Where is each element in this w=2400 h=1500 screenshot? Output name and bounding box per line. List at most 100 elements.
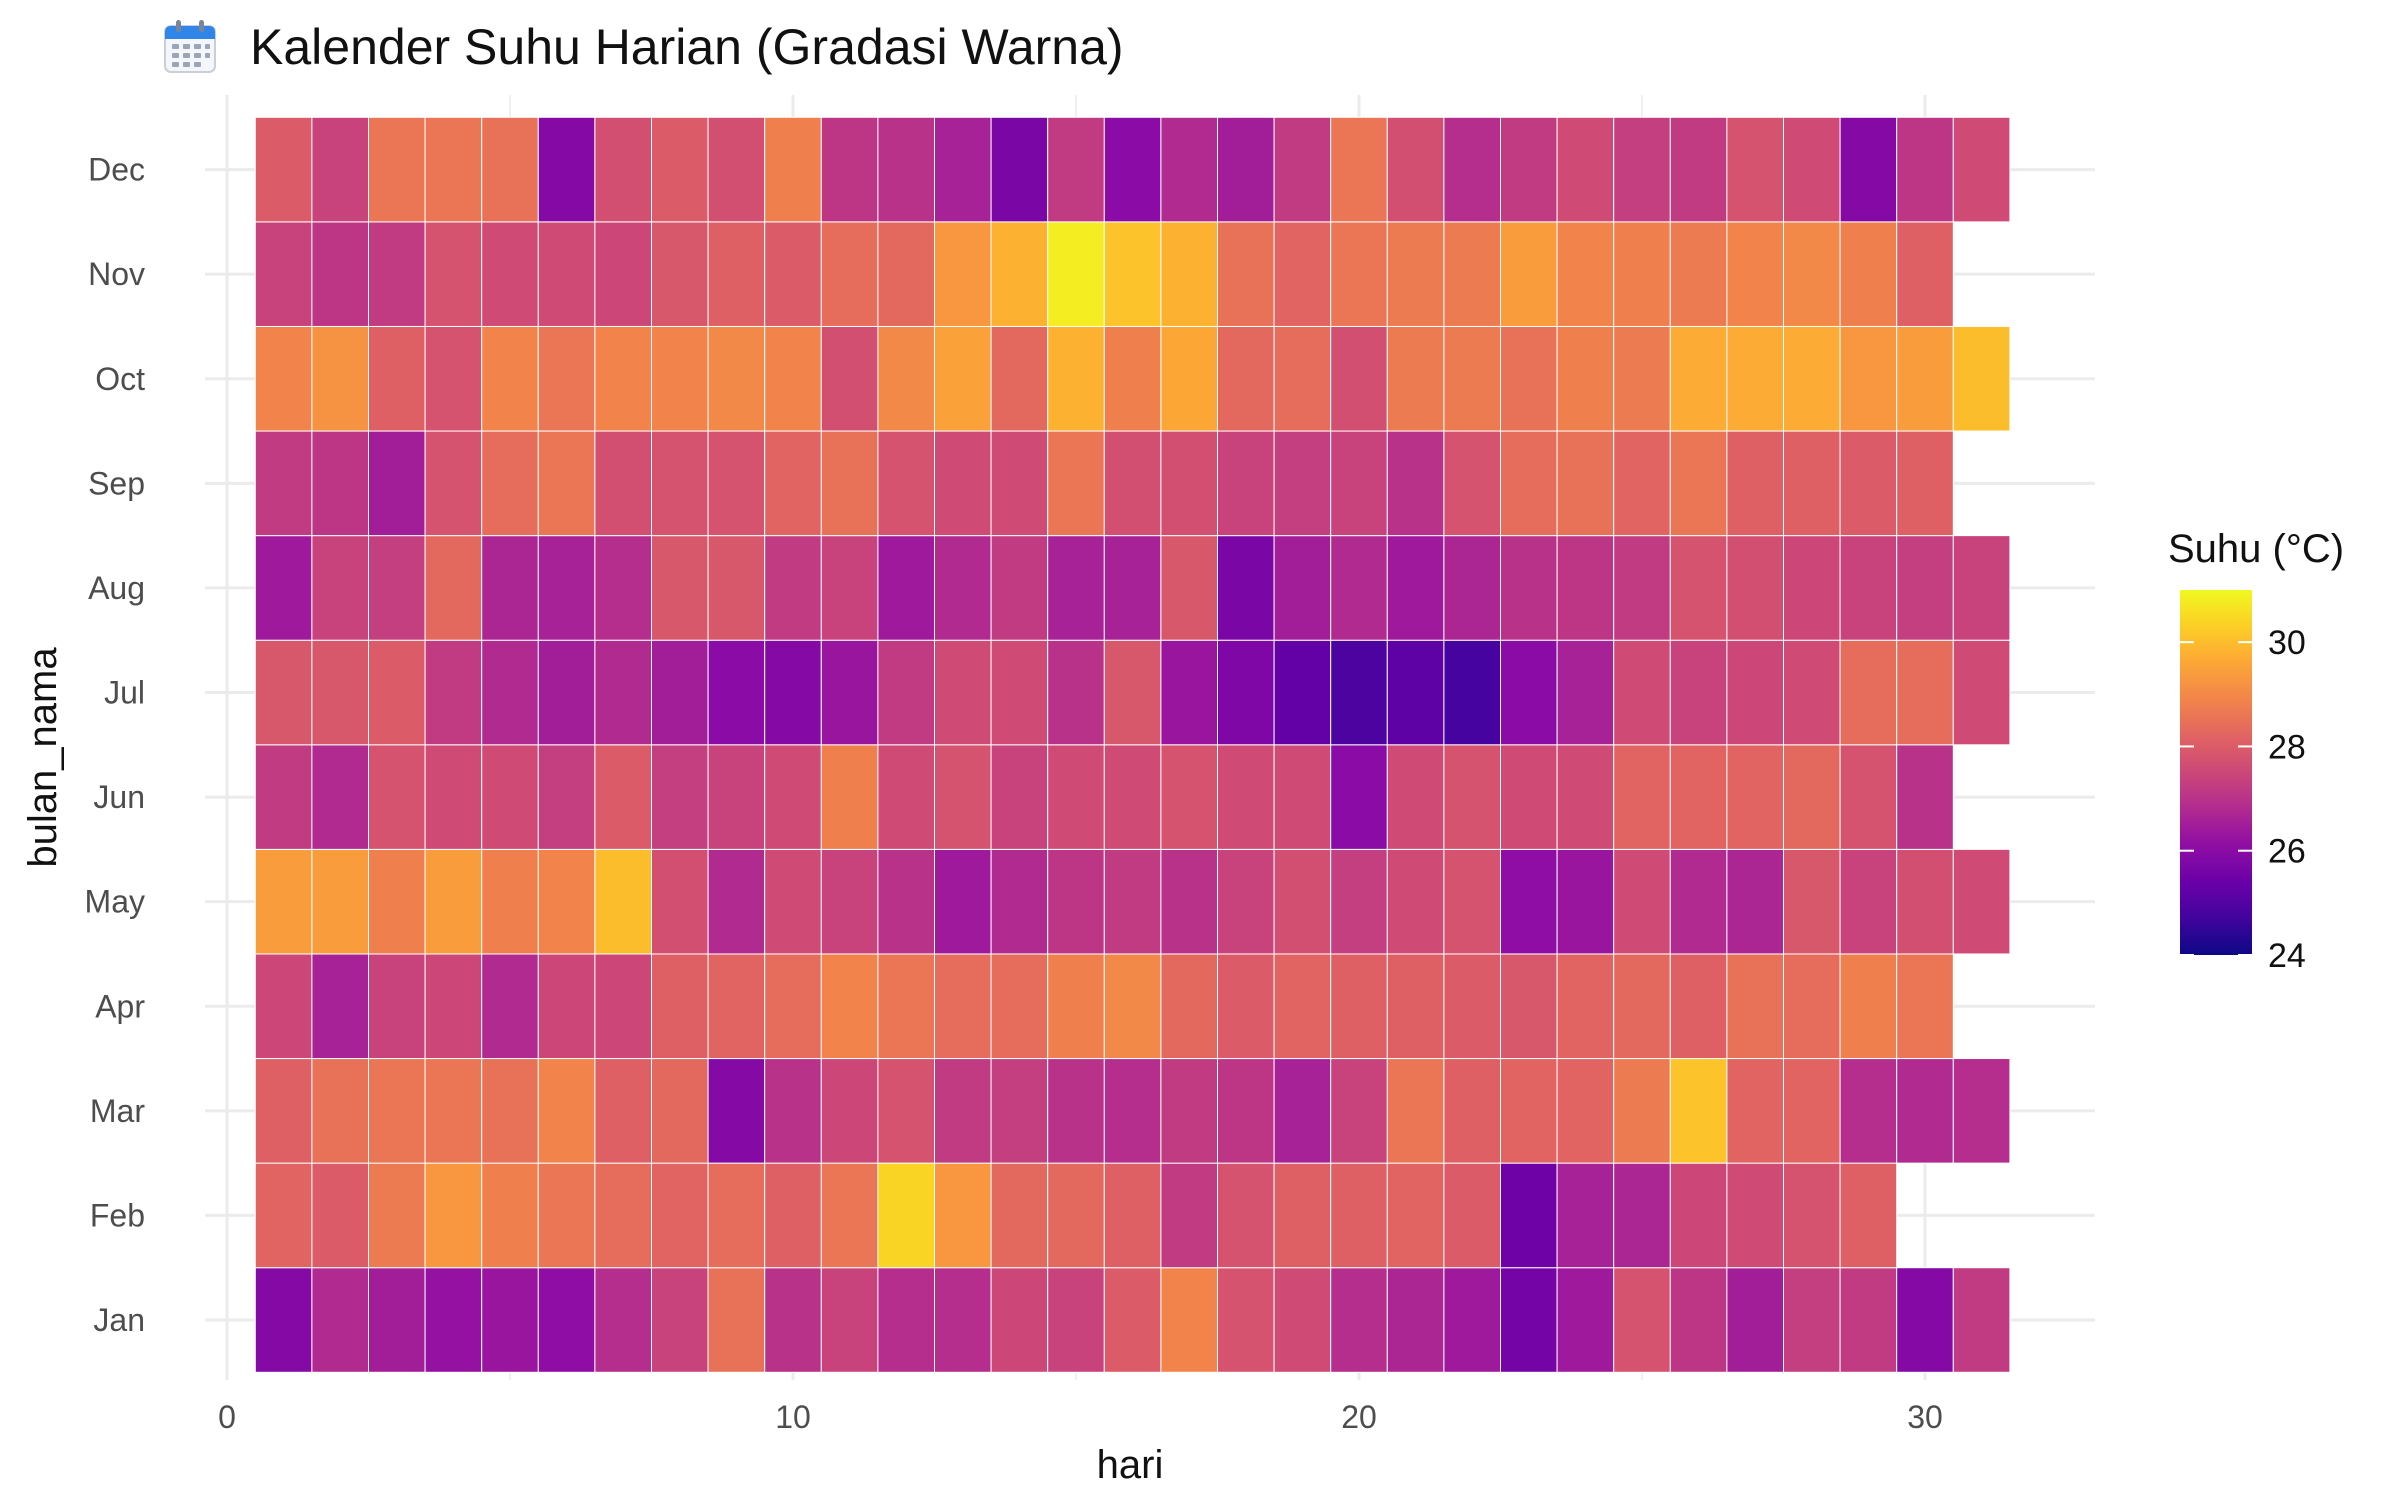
tile-dec-5: [481, 116, 539, 223]
tile-jul-22: [1443, 639, 1502, 746]
y-tick-label: Jun: [93, 779, 145, 815]
tile-jan-22: [1443, 1267, 1502, 1373]
tile-may-14: [990, 848, 1049, 955]
tile-jul-18: [1217, 639, 1275, 746]
tile-oct-21: [1386, 325, 1445, 432]
tile-jan-3: [368, 1267, 426, 1373]
tile-feb-13: [934, 1162, 992, 1269]
tile-apr-14: [990, 953, 1049, 1060]
tile-sep-27: [1726, 430, 1785, 537]
tile-oct-7: [594, 325, 653, 432]
tile-aug-20: [1330, 535, 1388, 641]
tile-feb-23: [1500, 1162, 1558, 1269]
y-tick-label: Feb: [90, 1197, 145, 1233]
tile-nov-21: [1386, 221, 1445, 327]
tile-jun-13: [934, 744, 992, 850]
tile-nov-24: [1556, 221, 1615, 327]
tile-jul-10: [764, 639, 822, 746]
tile-oct-8: [651, 325, 709, 432]
tile-jul-14: [990, 639, 1049, 746]
tile-apr-13: [934, 953, 992, 1060]
tile-oct-4: [424, 325, 483, 432]
tile-nov-30: [1896, 221, 1954, 327]
tile-jun-29: [1839, 744, 1898, 850]
tile-nov-26: [1669, 221, 1728, 327]
tile-oct-10: [764, 325, 822, 432]
x-tick-label: 20: [1341, 1399, 1377, 1435]
tile-jul-31: [1952, 639, 2011, 746]
tile-nov-10: [764, 221, 822, 327]
tile-oct-26: [1669, 325, 1728, 432]
tile-may-13: [934, 848, 992, 955]
tile-jun-23: [1500, 744, 1558, 850]
tile-may-8: [651, 848, 709, 955]
tile-sep-11: [820, 430, 879, 537]
y-tick-label: Apr: [95, 988, 145, 1024]
tile-jun-10: [764, 744, 822, 850]
x-tick-label: 0: [218, 1399, 236, 1435]
tile-mar-25: [1613, 1058, 1671, 1164]
tile-apr-4: [424, 953, 483, 1060]
tile-sep-17: [1160, 430, 1219, 537]
tile-sep-2: [311, 430, 369, 537]
tile-mar-1: [254, 1058, 313, 1164]
tile-jun-8: [651, 744, 709, 850]
tile-nov-20: [1330, 221, 1388, 327]
tile-oct-20: [1330, 325, 1388, 432]
tile-may-3: [368, 848, 426, 955]
tile-apr-25: [1613, 953, 1671, 1060]
tile-jul-28: [1783, 639, 1841, 746]
tile-apr-11: [820, 953, 879, 1060]
tile-feb-6: [537, 1162, 596, 1269]
tile-sep-5: [481, 430, 539, 537]
tile-oct-16: [1103, 325, 1162, 432]
tile-nov-3: [368, 221, 426, 327]
tile-aug-27: [1726, 535, 1785, 641]
tile-nov-13: [934, 221, 992, 327]
tile-feb-14: [990, 1162, 1049, 1269]
tile-oct-11: [820, 325, 879, 432]
tile-mar-17: [1160, 1058, 1219, 1164]
tile-oct-25: [1613, 325, 1671, 432]
tile-dec-3: [368, 116, 426, 223]
tile-jul-19: [1273, 639, 1332, 746]
tile-feb-12: [877, 1162, 936, 1269]
tile-dec-25: [1613, 116, 1671, 223]
tile-sep-21: [1386, 430, 1445, 537]
tile-sep-3: [368, 430, 426, 537]
tile-dec-15: [1047, 116, 1105, 223]
tile-aug-16: [1103, 535, 1162, 641]
tile-nov-22: [1443, 221, 1502, 327]
tile-jul-4: [424, 639, 483, 746]
tile-feb-29: [1839, 1162, 1898, 1269]
y-tick-label: Dec: [88, 152, 145, 188]
tile-may-16: [1103, 848, 1162, 955]
tile-jun-25: [1613, 744, 1671, 850]
tile-sep-24: [1556, 430, 1615, 537]
tile-aug-19: [1273, 535, 1332, 641]
tile-may-7: [594, 848, 653, 955]
tile-jun-30: [1896, 744, 1954, 850]
tile-jun-9: [707, 744, 766, 850]
tile-apr-18: [1217, 953, 1275, 1060]
y-tick-label: Mar: [90, 1093, 145, 1129]
tile-mar-8: [651, 1058, 709, 1164]
tile-jan-18: [1217, 1267, 1275, 1373]
tile-jul-27: [1726, 639, 1785, 746]
tile-oct-2: [311, 325, 369, 432]
tile-nov-29: [1839, 221, 1898, 327]
tile-apr-1: [254, 953, 313, 1060]
tile-may-29: [1839, 848, 1898, 955]
tile-aug-12: [877, 535, 936, 641]
tile-oct-29: [1839, 325, 1898, 432]
tile-oct-19: [1273, 325, 1332, 432]
tile-feb-27: [1726, 1162, 1785, 1269]
tile-aug-3: [368, 535, 426, 641]
tile-dec-11: [820, 116, 879, 223]
tile-jul-25: [1613, 639, 1671, 746]
tile-mar-6: [537, 1058, 596, 1164]
tile-mar-12: [877, 1058, 936, 1164]
tile-jun-6: [537, 744, 596, 850]
tile-jun-7: [594, 744, 653, 850]
chart-title: Kalender Suhu Harian (Gradasi Warna): [160, 12, 1124, 82]
